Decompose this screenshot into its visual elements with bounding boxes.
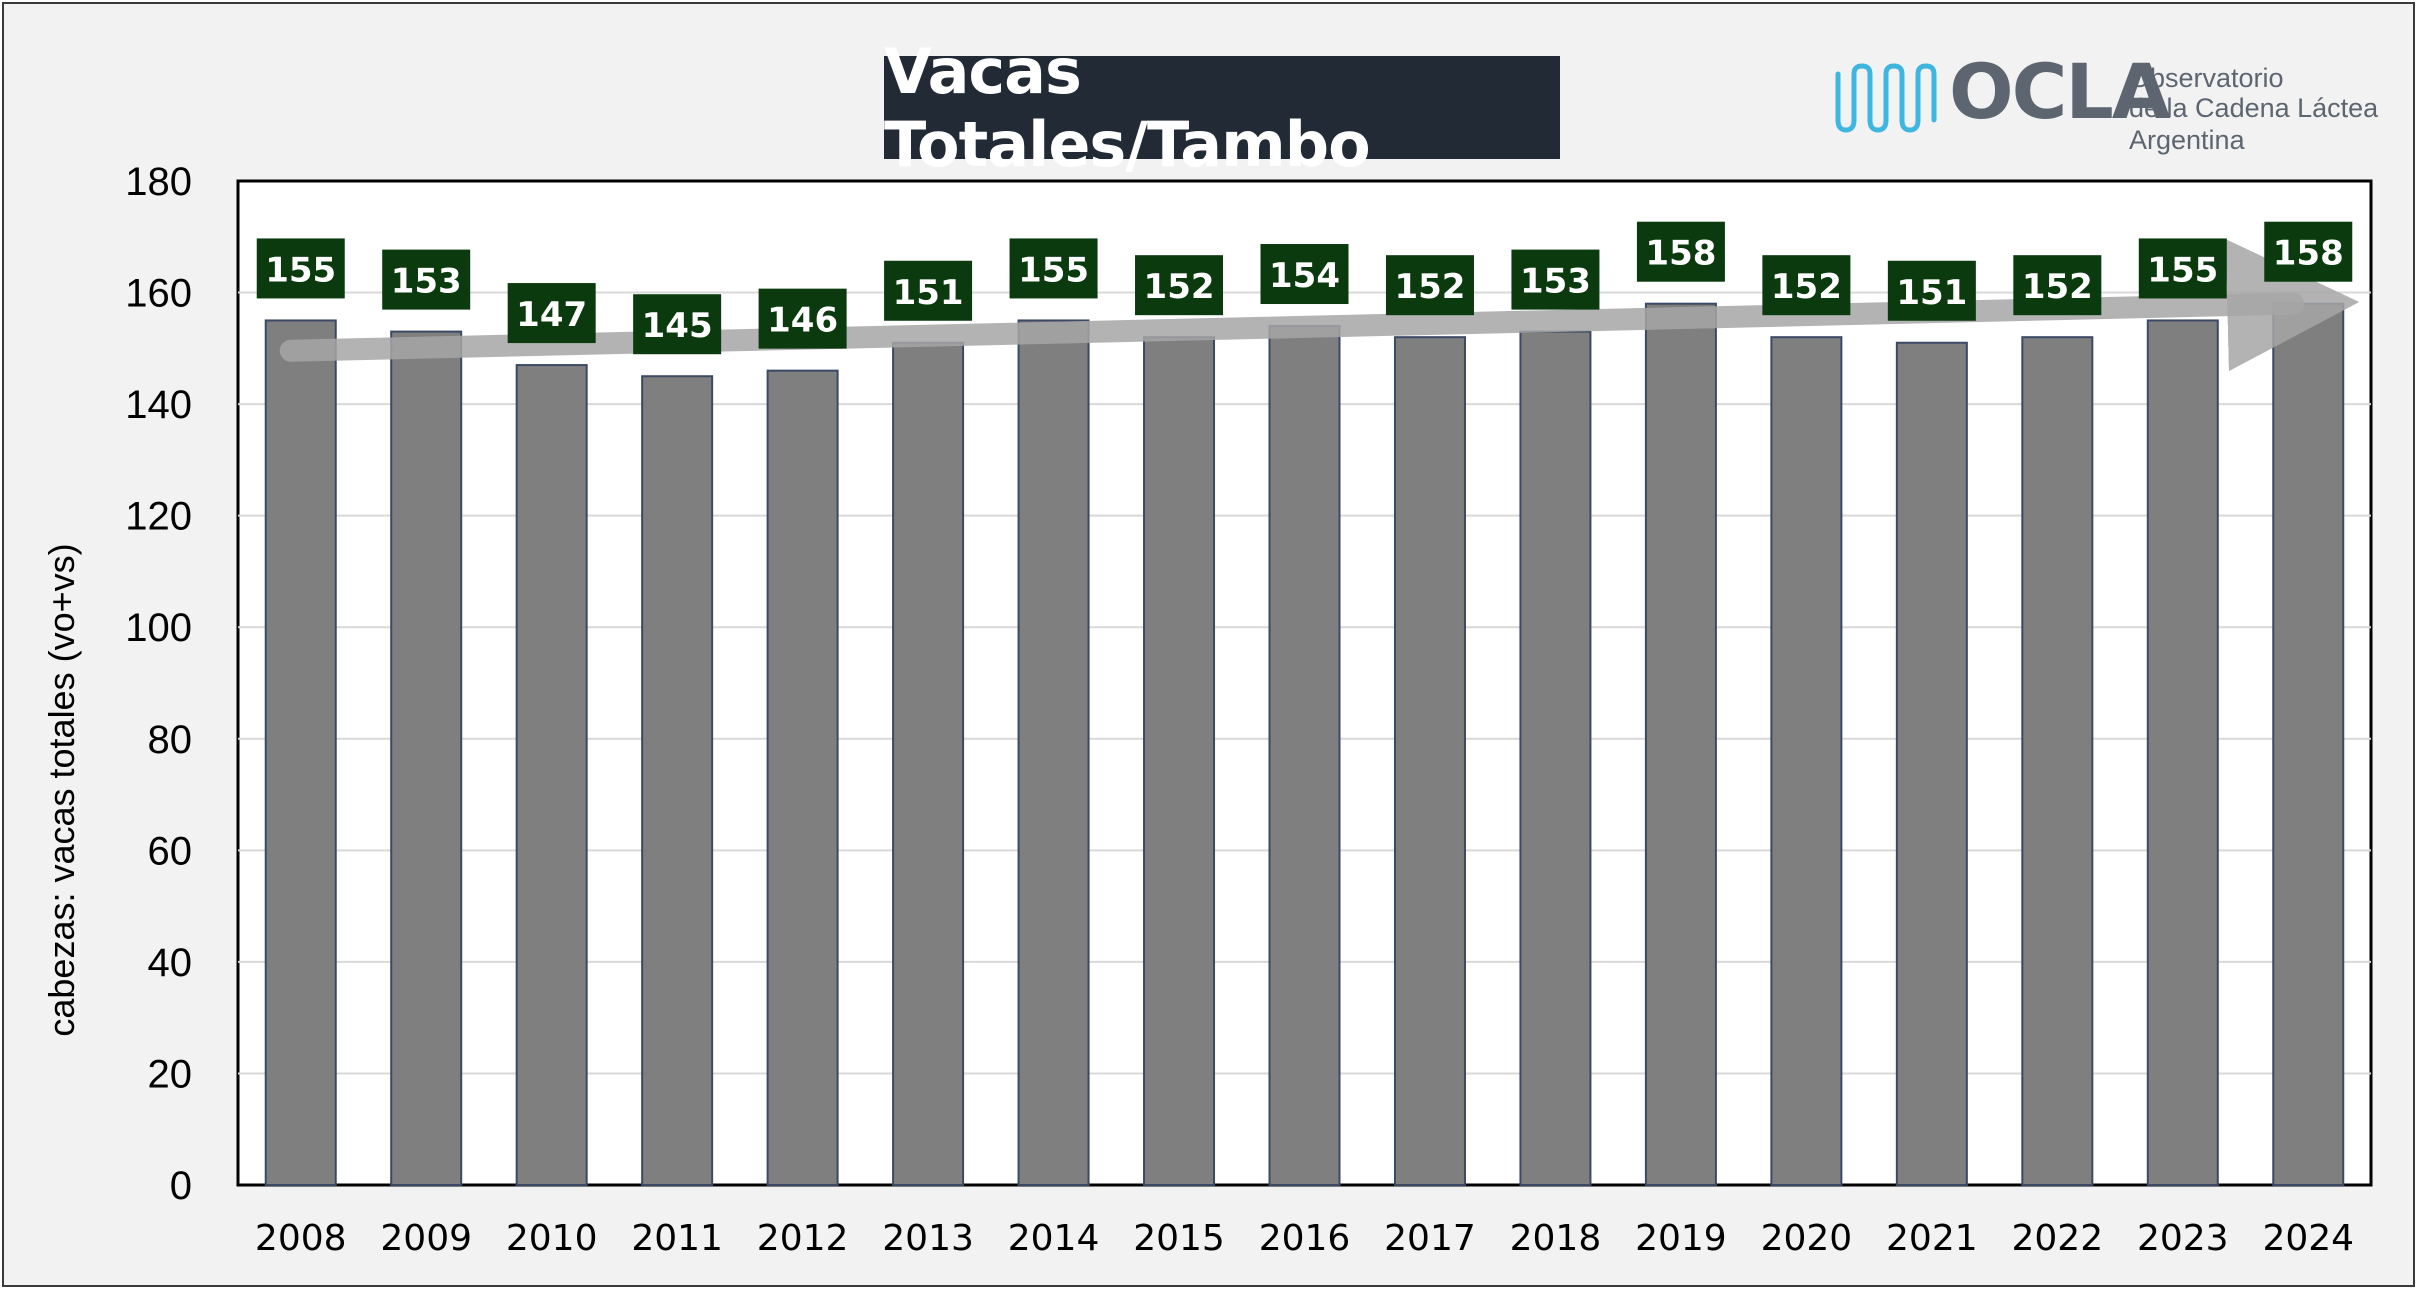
y-tick-label: 180 — [125, 160, 192, 204]
y-tick-label: 60 — [148, 829, 193, 873]
y-tick-label: 0 — [170, 1164, 192, 1208]
bar — [1017, 319, 1090, 1186]
data-label: 155 — [1018, 250, 1089, 290]
logo-line-3: Argentina — [2129, 125, 2245, 155]
bar — [1770, 336, 1843, 1186]
y-tick-label: 100 — [125, 606, 192, 650]
data-label: 153 — [1520, 262, 1591, 302]
data-label: 154 — [1269, 256, 1340, 296]
data-label-box — [382, 249, 471, 310]
bars — [264, 302, 2345, 1187]
data-label: 145 — [642, 306, 713, 346]
data-label-box — [1511, 249, 1600, 310]
x-tick-label: 2022 — [2012, 1218, 2104, 1259]
x-tick-label: 2008 — [255, 1218, 347, 1259]
y-tick-label: 140 — [125, 383, 192, 427]
data-label: 158 — [2273, 234, 2344, 274]
y-tick-label: 160 — [125, 272, 192, 316]
data-label: 152 — [1771, 267, 1842, 307]
chart-title: Vacas Totales/Tambo — [884, 34, 1371, 181]
logo-line-1: Observatorio — [2129, 63, 2284, 93]
bar — [1895, 341, 1968, 1186]
x-tick-label: 2011 — [631, 1218, 723, 1259]
data-label-box — [2264, 221, 2353, 282]
bar — [1393, 336, 1466, 1186]
bar — [1143, 336, 1216, 1186]
y-tick-label: 20 — [148, 1052, 193, 1096]
x-tick-label: 2014 — [1008, 1218, 1100, 1259]
bar — [1519, 330, 1592, 1187]
data-label-box — [1385, 255, 1474, 316]
bar — [2272, 302, 2345, 1186]
data-label-box — [1762, 255, 1851, 316]
bar — [515, 364, 588, 1187]
x-tick-label: 2023 — [2137, 1218, 2229, 1259]
data-label-box — [1887, 260, 1976, 321]
y-tick-label: 40 — [148, 941, 193, 985]
data-label-box — [884, 260, 973, 321]
logo-wordmark: OCLA — [1949, 47, 2171, 136]
data-label: 152 — [1394, 267, 1465, 307]
data-label: 147 — [516, 295, 587, 335]
data-label: 153 — [391, 262, 462, 302]
ocla-logo: OCLA Observatorio de la Cadena Láctea Ar… — [1832, 47, 2378, 164]
data-label-box — [507, 283, 596, 344]
x-tick-label: 2009 — [380, 1218, 472, 1259]
x-tick-label: 2015 — [1133, 1218, 1225, 1259]
data-label-box — [1009, 238, 1098, 299]
data-label-box — [633, 294, 722, 355]
x-tick-label: 2018 — [1510, 1218, 1602, 1259]
y-tick-label: 120 — [125, 495, 192, 539]
y-axis-ticks: 0 20 40 60 80 100 120 140 160 180 — [125, 160, 192, 1208]
data-label-box — [1135, 255, 1224, 316]
data-labels: 155 153 147 145 146 151 155 152 154 152 153 158 152 1… — [256, 221, 2353, 355]
data-label: 151 — [893, 273, 964, 313]
x-tick-label: 2010 — [506, 1218, 598, 1259]
chart-title-box: Vacas Totales/Tambo — [884, 35, 1560, 181]
bar — [264, 319, 337, 1186]
data-label-box — [256, 238, 345, 299]
x-axis-ticks: 2008 2009 2010 2011 2012 2013 2014 2015 2016 2017… — [255, 1218, 2354, 1259]
data-label-box — [758, 288, 847, 349]
x-tick-label: 2019 — [1635, 1218, 1727, 1259]
x-tick-label: 2016 — [1259, 1218, 1351, 1259]
data-label: 146 — [767, 301, 838, 341]
data-label-box — [1636, 221, 1725, 282]
bar — [766, 369, 839, 1186]
bar — [892, 341, 965, 1186]
x-tick-label: 2024 — [2262, 1218, 2354, 1259]
data-label: 152 — [2022, 267, 2093, 307]
bar — [390, 330, 463, 1187]
x-tick-label: 2013 — [882, 1218, 974, 1259]
data-label-box — [1260, 244, 1349, 305]
bar — [1644, 302, 1717, 1186]
bar — [2021, 336, 2094, 1186]
y-axis-label: cabezas: vacas totales (vo+vs) — [41, 543, 82, 1037]
bar — [1268, 325, 1341, 1186]
data-label: 151 — [1896, 273, 1967, 313]
bar — [641, 375, 714, 1186]
data-label: 155 — [2147, 250, 2218, 290]
wave-bars-icon — [1835, 63, 1937, 133]
bar — [2146, 319, 2219, 1186]
data-label-box — [2013, 255, 2102, 316]
x-tick-label: 2020 — [1761, 1218, 1853, 1259]
data-label: 155 — [265, 250, 336, 290]
logo-line-2: de la Cadena Láctea — [2129, 93, 2379, 123]
x-tick-label: 2012 — [757, 1218, 849, 1259]
data-label: 158 — [1645, 234, 1716, 274]
data-label-box — [2138, 238, 2227, 299]
y-tick-label: 80 — [148, 718, 193, 762]
data-label: 152 — [1144, 267, 1215, 307]
x-tick-label: 2021 — [1886, 1218, 1978, 1259]
x-tick-label: 2017 — [1384, 1218, 1476, 1259]
